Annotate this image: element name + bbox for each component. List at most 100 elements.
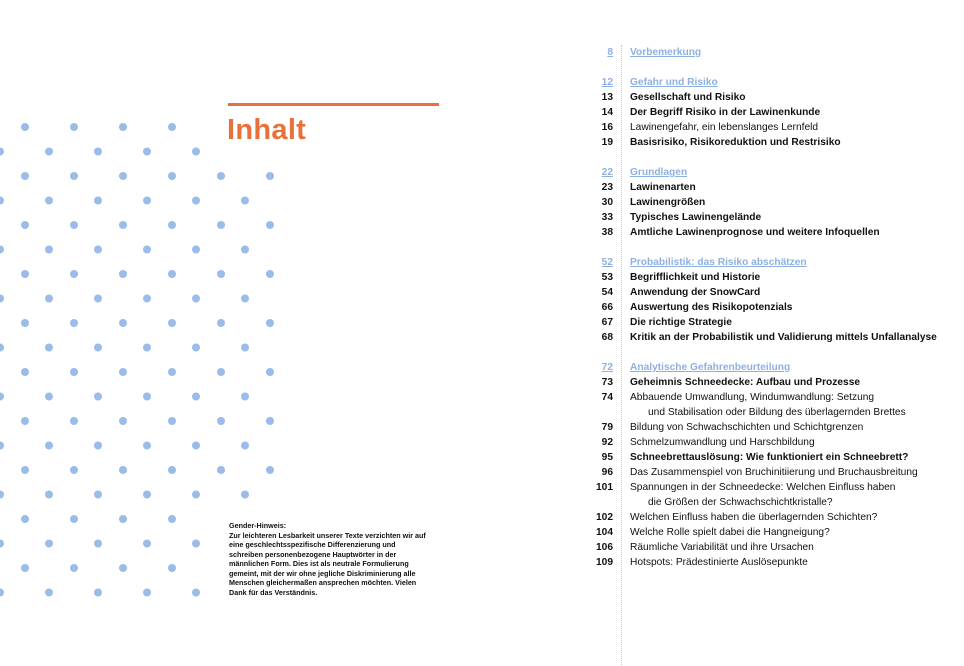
pattern-dot — [21, 123, 29, 131]
title-rule — [228, 103, 439, 106]
entry-title: Bildung von Schwachschichten und Schicht… — [630, 422, 864, 433]
pattern-dot — [143, 441, 151, 450]
pattern-dot — [0, 441, 4, 450]
toc-entry[interactable]: 38 Amtliche Lawinenprognose und weitere I… — [580, 225, 960, 240]
pattern-dot — [217, 466, 225, 474]
pattern-dot — [70, 515, 78, 523]
pattern-dot — [217, 172, 225, 180]
toc-chapter-link[interactable]: 8 Vorbemerkung — [580, 45, 960, 60]
pattern-dot — [217, 270, 225, 278]
toc-entry-continuation: die Größen der Schwachschichtkristalle? — [580, 495, 960, 510]
entry-title: Lawinengefahr, ein lebenslanges Lernfeld — [630, 122, 819, 133]
page-number: 14 — [601, 107, 613, 118]
pattern-dot — [266, 368, 274, 376]
toc-chapter: 12 Gefahr und Risiko 13 Gesellschaft und Ri… — [580, 75, 960, 150]
entry-title: Analytische Gefahrenbeurteilung — [630, 362, 791, 373]
entry-title: Geheimnis Schneedecke: Aufbau und Prozes… — [630, 377, 861, 388]
pattern-dot — [45, 392, 53, 401]
toc-entry[interactable]: 33 Typisches Lawinengelände — [580, 210, 960, 225]
toc-entry[interactable]: 13 Gesellschaft und Risiko — [580, 90, 960, 105]
pattern-dot — [0, 490, 4, 499]
pattern-dot — [168, 123, 176, 131]
entry-title: Schmelzumwandlung und Harschbildung — [630, 437, 815, 448]
toc-entry[interactable]: 16 Lawinengefahr, ein lebenslanges Lernfe… — [580, 120, 960, 135]
pattern-dot — [0, 343, 4, 352]
pattern-dot — [21, 368, 29, 376]
toc-entry[interactable]: 19 Basisrisiko, Risikoreduktion und Restr… — [580, 135, 960, 150]
pattern-dot — [217, 221, 225, 229]
pattern-dot — [94, 392, 102, 401]
pattern-dot — [21, 417, 29, 425]
entry-title: Kritik an der Probabilistik und Validier… — [630, 332, 937, 343]
dot-pattern — [0, 123, 274, 597]
page-number: 13 — [601, 92, 613, 103]
page-number: 8 — [607, 47, 613, 58]
toc-entry[interactable]: 109 Hotspots: Prädestinierte Auslösepunkt… — [580, 555, 960, 570]
entry-title-continued: und Stabilisation oder Bildung des überl… — [648, 407, 906, 418]
pattern-dot — [0, 539, 4, 548]
entry-title: Schneebrettauslösung: Wie funktioniert e… — [630, 452, 909, 463]
toc-entry[interactable]: 95 Schneebrettauslösung: Wie funktioniert… — [580, 450, 960, 465]
page-number: 68 — [601, 332, 613, 343]
pattern-dot — [70, 172, 78, 180]
pattern-dot — [143, 147, 151, 156]
entry-title: Räumliche Variabilität und ihre Ursachen — [630, 542, 814, 553]
toc-chapter-link[interactable]: 12 Gefahr und Risiko — [580, 75, 960, 90]
page-number: 109 — [596, 557, 613, 568]
pattern-dot — [241, 441, 249, 450]
toc-entry[interactable]: 73 Geheimnis Schneedecke: Aufbau und Proz… — [580, 375, 960, 390]
toc-entry[interactable]: 79 Bildung von Schwachschichten und Schic… — [580, 420, 960, 435]
toc-entry[interactable]: 30 Lawinengrößen — [580, 195, 960, 210]
toc-entry[interactable]: 67 Die richtige Strategie — [580, 315, 960, 330]
page-number: 22 — [601, 167, 613, 178]
pattern-dot — [21, 172, 29, 180]
pattern-dot — [21, 515, 29, 523]
pattern-dot — [192, 539, 200, 548]
pattern-dot — [0, 294, 4, 303]
pattern-dot — [94, 245, 102, 254]
toc-entry[interactable]: 53 Begrifflichkeit und Historie — [580, 270, 960, 285]
toc-entry[interactable]: 106 Räumliche Variabilität und ihre Ursac… — [580, 540, 960, 555]
page-number: 52 — [601, 257, 613, 268]
pattern-dot — [21, 564, 29, 572]
toc-chapter: 8 Vorbemerkung — [580, 45, 960, 60]
toc-entry[interactable]: 14 Der Begriff Risiko in der Lawinenkunde — [580, 105, 960, 120]
toc-entry[interactable]: 101 Spannungen in der Schneedecke: Welche… — [580, 480, 960, 495]
page-number: 92 — [601, 437, 613, 448]
page-number: 12 — [601, 77, 613, 88]
pattern-dot — [168, 417, 176, 425]
toc-entry[interactable]: 102 Welchen Einfluss haben die überlagern… — [580, 510, 960, 525]
page-number: 74 — [601, 392, 613, 403]
page-number: 104 — [596, 527, 613, 538]
toc-entry[interactable]: 54 Anwendung der SnowCard — [580, 285, 960, 300]
page-number: 19 — [601, 137, 613, 148]
gender-note-text: Zur leichteren Lesbarkeit unserer Texte … — [229, 530, 426, 597]
toc-chapter-link[interactable]: 52 Probabilistik: das Risiko abschätzen — [580, 255, 960, 270]
pattern-dot — [0, 245, 4, 254]
toc-chapter-link[interactable]: 72 Analytische Gefahrenbeurteilung — [580, 360, 960, 375]
toc-entry[interactable]: 92 Schmelzumwandlung und Harschbildung — [580, 435, 960, 450]
page-number: 79 — [601, 422, 613, 433]
pattern-dot — [143, 343, 151, 352]
page-number: 54 — [601, 287, 613, 298]
toc-entry[interactable]: 96 Das Zusammenspiel von Bruchinitiierung… — [580, 465, 960, 480]
toc-entry[interactable]: 23 Lawinenarten — [580, 180, 960, 195]
pattern-dot — [45, 196, 53, 205]
gender-note-heading: Gender-Hinweis: — [229, 521, 287, 530]
pattern-dot — [70, 368, 78, 376]
pattern-dot — [45, 588, 53, 597]
pattern-dot — [143, 392, 151, 401]
pattern-dot — [21, 270, 29, 278]
toc-divider — [621, 45, 622, 665]
entry-title: Abbauende Umwandlung, Windumwandlung: Se… — [630, 392, 875, 403]
toc-chapter-link[interactable]: 22 Grundlagen — [580, 165, 960, 180]
toc-entry[interactable]: 104 Welche Rolle spielt dabei die Hangnei… — [580, 525, 960, 540]
toc-entry[interactable]: 74 Abbauende Umwandlung, Windumwandlung: … — [580, 390, 960, 405]
entry-title: Basisrisiko, Risikoreduktion und Restris… — [630, 137, 841, 148]
pattern-dot — [266, 221, 274, 229]
pattern-dot — [70, 417, 78, 425]
page-number: 16 — [601, 122, 613, 133]
toc-entry[interactable]: 68 Kritik an der Probabilistik und Validi… — [580, 330, 960, 345]
entry-title: Hotspots: Prädestinierte Auslösepunkte — [630, 557, 808, 568]
toc-entry[interactable]: 66 Auswertung des Risikopotenzials — [580, 300, 960, 315]
